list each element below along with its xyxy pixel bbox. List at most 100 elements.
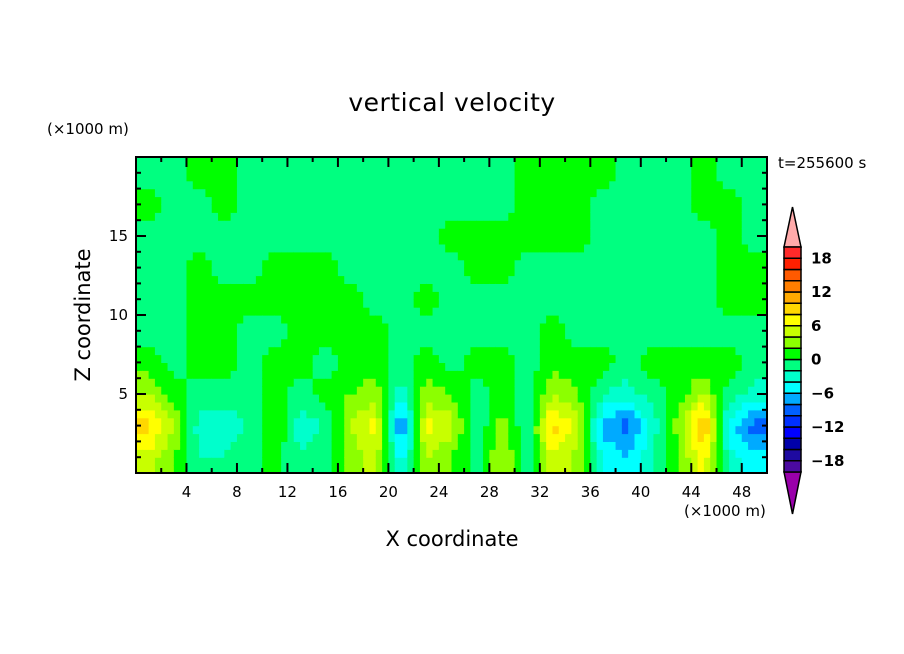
contour-cell	[533, 433, 541, 442]
contour-cell	[312, 378, 320, 387]
contour-cell	[590, 212, 598, 221]
contour-cell	[533, 441, 541, 450]
contour-cell	[369, 188, 377, 198]
contour-cell	[659, 212, 667, 221]
contour-cell	[602, 299, 610, 308]
contour-cell	[565, 164, 572, 174]
contour-cell	[678, 425, 686, 435]
contour-cell	[741, 291, 749, 300]
contour-cell	[653, 370, 661, 379]
contour-cell	[394, 196, 402, 205]
contour-cell	[501, 164, 509, 174]
contour-cell	[274, 259, 282, 269]
contour-cell	[236, 370, 244, 379]
contour-cell	[199, 338, 207, 348]
contour-cell	[325, 275, 333, 284]
contour-cell	[249, 204, 257, 213]
contour-cell	[495, 220, 503, 229]
contour-cell	[243, 441, 251, 450]
contour-cell	[445, 338, 453, 348]
contour-cell	[634, 433, 642, 442]
contour-cell	[293, 409, 301, 419]
contour-cell	[514, 228, 522, 237]
contour-cell	[691, 172, 699, 182]
contour-cell	[325, 449, 333, 458]
contour-cell	[407, 204, 415, 213]
contour-cell	[565, 457, 572, 466]
contour-cell	[382, 236, 389, 245]
contour-cell	[558, 157, 566, 166]
contour-cell	[615, 267, 623, 277]
contour-cell	[154, 425, 162, 435]
contour-cell	[760, 465, 768, 474]
contour-cell	[268, 212, 276, 221]
contour-cell	[306, 196, 314, 205]
contour-cell	[489, 220, 497, 229]
contour-cell	[722, 157, 730, 166]
contour-cell	[489, 433, 497, 442]
contour-cell	[697, 449, 705, 458]
contour-cell	[199, 307, 207, 316]
contour-cell	[602, 425, 610, 435]
contour-cell	[634, 386, 642, 395]
contour-cell	[748, 441, 755, 450]
contour-cell	[312, 386, 320, 395]
contour-cell	[173, 417, 181, 427]
contour-cell	[489, 315, 497, 324]
contour-cell	[236, 330, 244, 340]
contour-cell	[697, 196, 705, 205]
contour-cell	[653, 315, 661, 324]
contour-cell	[684, 283, 692, 292]
contour-cell	[205, 386, 213, 395]
contour-cell	[211, 299, 219, 308]
contour-cell	[596, 188, 604, 198]
contour-cell	[457, 346, 465, 356]
contour-cell	[363, 157, 371, 166]
contour-cell	[243, 401, 251, 411]
contour-cell	[312, 457, 320, 466]
contour-cell	[527, 425, 535, 435]
contour-cell	[672, 354, 680, 363]
contour-cell	[293, 243, 301, 253]
contour-cell	[672, 157, 680, 166]
contour-cell	[495, 172, 503, 182]
contour-cell	[438, 172, 446, 182]
contour-cell	[552, 157, 560, 166]
contour-cell	[255, 362, 263, 371]
contour-cell	[659, 291, 667, 300]
contour-cell	[565, 386, 572, 395]
contour-cell	[388, 164, 396, 174]
contour-cell	[369, 401, 377, 411]
contour-cell	[520, 409, 528, 419]
contour-cell	[142, 251, 150, 261]
contour-cell	[230, 291, 238, 300]
contour-cell	[602, 401, 610, 411]
contour-cell	[489, 338, 497, 348]
contour-cell	[729, 220, 737, 229]
contour-cell	[716, 346, 724, 356]
contour-cell	[596, 457, 604, 466]
contour-cell	[754, 441, 762, 450]
contour-cell	[224, 465, 232, 474]
contour-cell	[470, 401, 478, 411]
contour-cell	[255, 299, 263, 308]
contour-cell	[659, 401, 667, 411]
contour-cell	[628, 291, 636, 300]
contour-cell	[678, 378, 686, 387]
contour-cell	[508, 370, 516, 379]
contour-cell	[470, 465, 478, 474]
contour-cell	[748, 164, 755, 174]
contour-cell	[312, 307, 320, 316]
contour-cell	[634, 180, 642, 190]
contour-cell	[445, 196, 453, 205]
contour-cell	[243, 386, 251, 395]
contour-cell	[741, 449, 749, 458]
contour-cell	[236, 259, 244, 269]
contour-cell	[489, 164, 497, 174]
contour-cell	[703, 212, 711, 221]
contour-cell	[293, 267, 301, 277]
contour-cell	[514, 425, 522, 435]
contour-cell	[684, 275, 692, 284]
contour-cell	[565, 425, 572, 435]
contour-cell	[684, 322, 692, 332]
